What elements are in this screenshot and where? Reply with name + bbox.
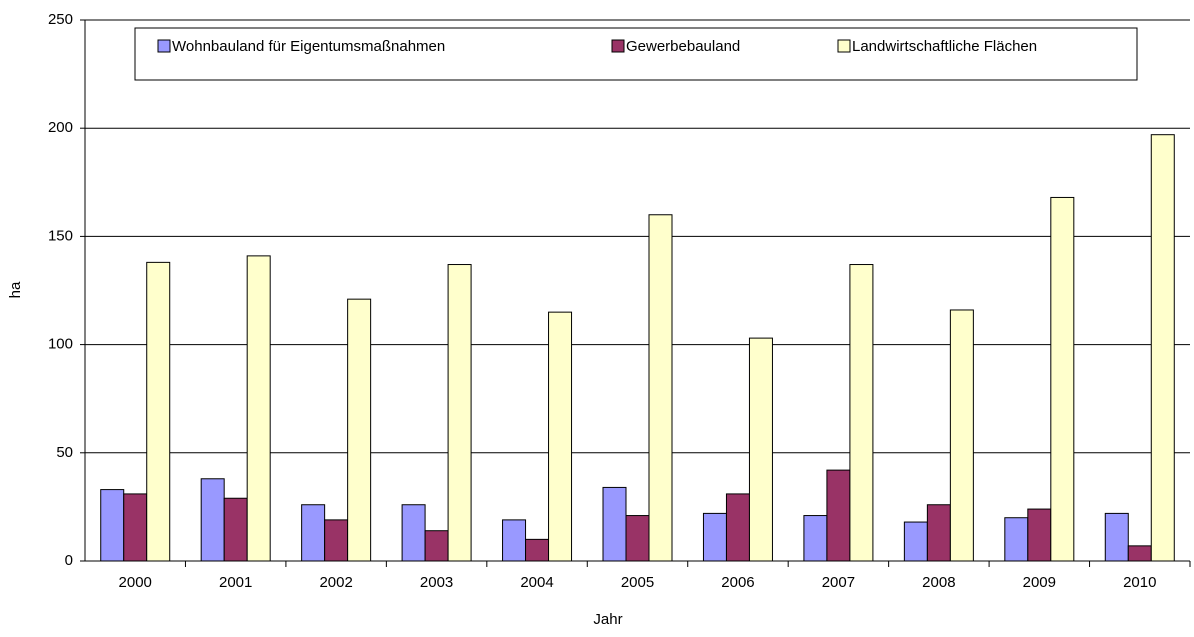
bar xyxy=(301,504,326,562)
bar xyxy=(602,486,627,562)
bar xyxy=(347,298,372,562)
x-tick-label: 2001 xyxy=(219,574,252,591)
legend-swatch xyxy=(157,39,171,53)
bar xyxy=(246,255,271,562)
x-tick-label: 2004 xyxy=(520,574,553,591)
x-tick-label: 2006 xyxy=(721,574,754,591)
bar xyxy=(826,469,851,562)
bar xyxy=(146,261,171,562)
bar xyxy=(1104,512,1129,562)
legend-swatch xyxy=(611,39,625,53)
bar xyxy=(903,521,928,562)
x-tick-label: 2007 xyxy=(822,574,855,591)
bar xyxy=(447,264,472,562)
bar xyxy=(123,493,148,562)
x-tick-label: 2005 xyxy=(621,574,654,591)
y-axis-label: ha xyxy=(7,281,24,298)
y-tick-label: 200 xyxy=(48,119,73,136)
bar xyxy=(949,309,974,562)
bar xyxy=(100,489,125,562)
bar xyxy=(803,515,828,562)
x-tick-label: 2009 xyxy=(1023,574,1056,591)
bar xyxy=(525,538,550,562)
bar xyxy=(725,493,750,562)
x-tick-label: 2008 xyxy=(922,574,955,591)
bar xyxy=(502,519,527,562)
legend-label: Gewerbebauland xyxy=(626,38,740,55)
bar xyxy=(401,504,426,562)
bar xyxy=(849,264,874,562)
bar xyxy=(926,504,951,562)
bar xyxy=(748,337,773,562)
bar xyxy=(1004,517,1029,562)
bar xyxy=(1050,196,1075,562)
legend-label: Landwirtschaftliche Flächen xyxy=(852,38,1037,55)
x-tick-label: 2003 xyxy=(420,574,453,591)
bar xyxy=(702,512,727,562)
legend-swatch xyxy=(837,39,851,53)
bar xyxy=(648,214,673,562)
bar xyxy=(424,530,449,562)
legend-label: Wohnbauland für Eigentumsmaßnahmen xyxy=(172,38,445,55)
bar xyxy=(200,478,225,562)
x-axis-label: Jahr xyxy=(593,611,622,628)
y-tick-label: 0 xyxy=(65,552,73,569)
y-tick-label: 150 xyxy=(48,227,73,244)
bar xyxy=(625,515,650,562)
bar xyxy=(1027,508,1052,562)
y-tick-label: 50 xyxy=(56,444,73,461)
x-tick-label: 2010 xyxy=(1123,574,1156,591)
bar xyxy=(1127,545,1152,562)
x-tick-label: 2002 xyxy=(319,574,352,591)
legend xyxy=(134,27,1138,81)
bar xyxy=(1150,134,1175,562)
y-tick-label: 100 xyxy=(48,336,73,353)
bar xyxy=(223,497,248,562)
x-tick-label: 2000 xyxy=(119,574,152,591)
bar xyxy=(548,311,573,562)
y-tick-label: 250 xyxy=(48,11,73,28)
bar xyxy=(324,519,349,562)
